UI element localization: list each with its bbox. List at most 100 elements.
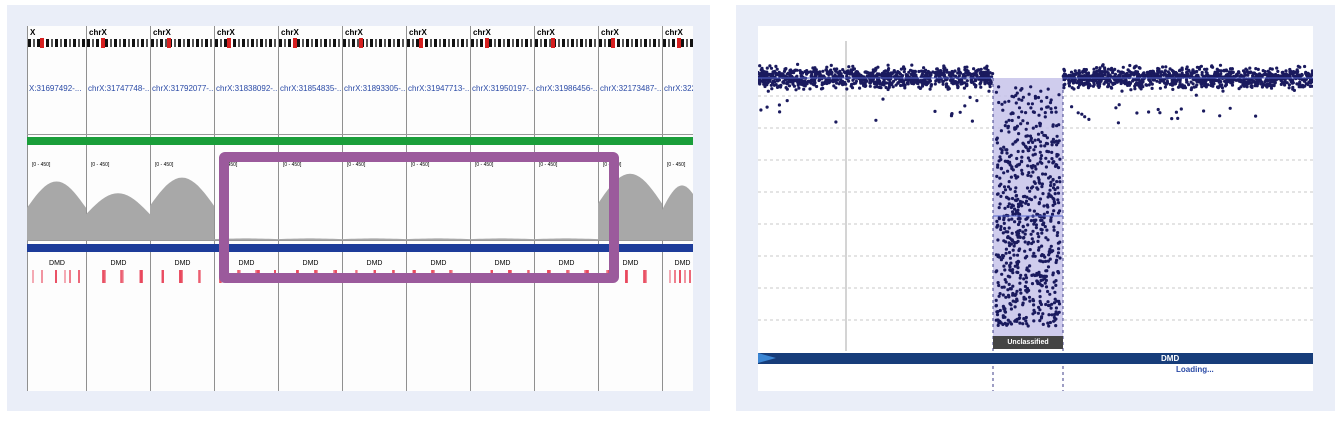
exon-mark [102, 270, 104, 283]
data-range-label: [0 - 450] [539, 162, 558, 168]
data-range-label: [0 - 450] [411, 162, 430, 168]
gene-label: DMD [558, 260, 575, 267]
exon-mark [679, 270, 681, 283]
coverage-area [470, 238, 534, 240]
exon-mark [179, 270, 181, 283]
locus-label[interactable]: chrX:31947713-... [408, 84, 472, 93]
exon-mark [199, 270, 201, 283]
ideogram-marker [293, 38, 297, 48]
separator [27, 134, 693, 135]
locus-label[interactable]: chrX:32173487-... [600, 84, 664, 93]
chromosome-ideogram [535, 39, 598, 47]
exon-mark [69, 270, 71, 283]
gene-label: DMD [174, 260, 191, 267]
exon-mark [140, 270, 142, 283]
igv-multilocus-view[interactable]: X X:31697492-... [0 - 450] DMD chrX chrX:3174… [27, 26, 693, 391]
ideogram-marker [485, 38, 489, 48]
exon-mark [626, 270, 628, 283]
chromosome-label: chrX [665, 28, 683, 37]
right-panel: Unclassified DMD Loading... [736, 5, 1335, 411]
data-range-label: [0 - 450] [283, 162, 302, 168]
gene-track-bar[interactable]: DMD [758, 353, 1313, 364]
chromosome-label: chrX [89, 28, 107, 37]
separator [27, 240, 693, 241]
coverage-area [342, 238, 406, 240]
gene-label: DMD [430, 260, 447, 267]
coverage-area [150, 177, 214, 240]
gene-label: DMD [49, 260, 65, 267]
ideogram-marker [359, 38, 363, 48]
scatter-plot [758, 41, 1313, 391]
locus-label[interactable]: X:31697492-... [29, 84, 82, 93]
data-range-label: [0 - 450] [32, 162, 51, 168]
reverse-strand-track [27, 244, 693, 252]
locus-label[interactable]: chrX:31893305-... [344, 84, 408, 93]
exon-mark [180, 270, 182, 283]
ideogram-marker [551, 38, 555, 48]
locus-column[interactable]: chrX chrX:3223 [0 - 450] DMD [662, 26, 693, 391]
exon-mark [32, 270, 34, 283]
locus-label[interactable]: chrX:31854835-... [280, 84, 344, 93]
chromosome-label: chrX [153, 28, 171, 37]
exon-ticks [151, 270, 215, 283]
locus-label[interactable]: chrX:31950197-... [472, 84, 536, 93]
locus-label[interactable]: chrX:31838092-... [216, 84, 280, 93]
chromosome-ideogram [28, 39, 86, 47]
loading-status: Loading... [1176, 365, 1214, 374]
chromosome-label: chrX [409, 28, 427, 37]
exon-mark [198, 270, 200, 283]
coverage-area [534, 238, 598, 240]
copy-number-scatter-view[interactable]: Unclassified DMD Loading... [758, 26, 1313, 391]
locus-column[interactable]: chrX chrX:31747748-... [0 - 450] DMD [86, 26, 152, 391]
gene-label: DMD [302, 260, 319, 267]
exon-mark [122, 270, 124, 283]
chromosome-label: chrX [345, 28, 363, 37]
exon-ticks [87, 270, 151, 283]
exon-mark [181, 270, 183, 283]
chromosome-ideogram [599, 39, 662, 47]
locus-label[interactable]: chrX:31747748-... [88, 84, 152, 93]
data-range-label: [0 - 450] [91, 162, 110, 168]
gene-label: DMD [238, 260, 255, 267]
exon-ticks [28, 270, 87, 283]
exon-mark [41, 270, 43, 283]
coverage-area [662, 185, 693, 240]
data-points [758, 62, 1313, 328]
forward-strand-track [27, 137, 693, 145]
gene-label: DMD [622, 260, 639, 267]
exon-mark [55, 270, 57, 283]
exon-mark [161, 270, 163, 283]
exon-mark [645, 270, 647, 283]
data-range-label: [0 - 450] [475, 162, 494, 168]
locus-label[interactable]: chrX:3223 [664, 84, 693, 93]
exon-mark [78, 270, 80, 283]
locus-label[interactable]: chrX:31792077-... [152, 84, 216, 93]
data-range-label: [0 - 450] [667, 162, 686, 168]
locus-label[interactable]: chrX:31986456-... [536, 84, 600, 93]
ideogram-marker [419, 38, 423, 48]
chromosome-ideogram [471, 39, 534, 47]
exon-mark [644, 270, 646, 283]
coverage-area [214, 238, 278, 240]
gene-label: DMD [494, 260, 511, 267]
exon-ticks [663, 270, 693, 283]
chromosome-ideogram [279, 39, 342, 47]
chromosome-ideogram [87, 39, 150, 47]
chromosome-ideogram [151, 39, 214, 47]
ideogram-marker [167, 38, 171, 48]
ideogram-marker [40, 38, 44, 48]
chromosome-label: chrX [537, 28, 555, 37]
chromosome-label: chrX [601, 28, 619, 37]
exon-mark [141, 270, 143, 283]
gene-name: DMD [1161, 354, 1180, 363]
ideogram-marker [677, 38, 681, 48]
chromosome-label: chrX [473, 28, 491, 37]
deletion-highlight-box [219, 152, 619, 283]
coverage-area [86, 193, 150, 240]
gene-label: DMD [110, 260, 127, 267]
chromosome-label: chrX [281, 28, 299, 37]
coverage-area [278, 238, 342, 240]
gene-label: DMD [674, 260, 691, 267]
exon-mark [103, 270, 105, 283]
strand-arrow-icon [758, 353, 776, 363]
